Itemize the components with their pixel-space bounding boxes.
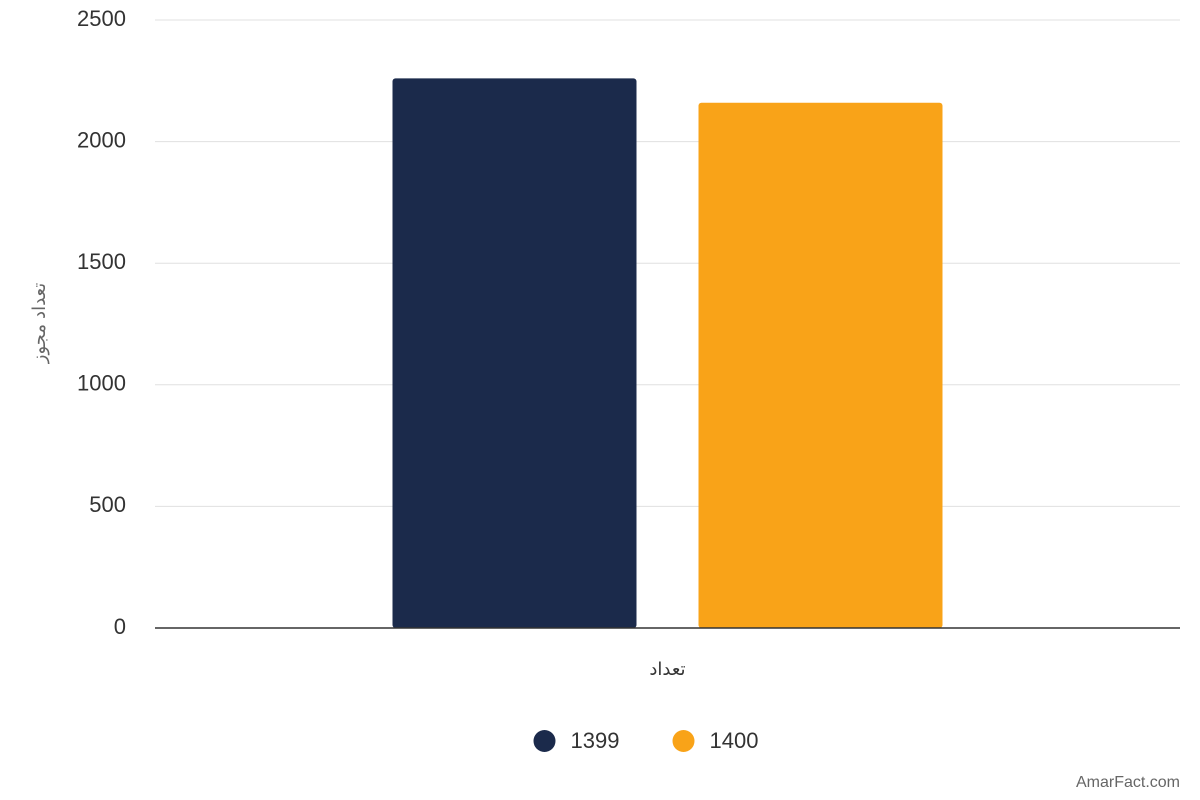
- credit: AmarFact.com: [1076, 774, 1180, 791]
- legend-marker: [533, 730, 556, 752]
- legend-marker: [672, 730, 695, 752]
- y-tick-label: 1500: [77, 249, 126, 274]
- bar: [392, 78, 637, 629]
- legend-label[interactable]: 1400: [710, 728, 759, 753]
- bar: [698, 102, 943, 629]
- x-tick-label: تعداد: [649, 659, 685, 679]
- legend-label[interactable]: 1399: [571, 728, 620, 753]
- y-tick-label: 1000: [77, 371, 126, 396]
- y-axis-label: تعداد مجوز: [29, 283, 50, 364]
- y-tick-label: 2000: [77, 127, 126, 152]
- y-tick-label: 0: [114, 614, 126, 639]
- y-tick-label: 500: [89, 492, 126, 517]
- y-tick-label: 2500: [77, 6, 126, 31]
